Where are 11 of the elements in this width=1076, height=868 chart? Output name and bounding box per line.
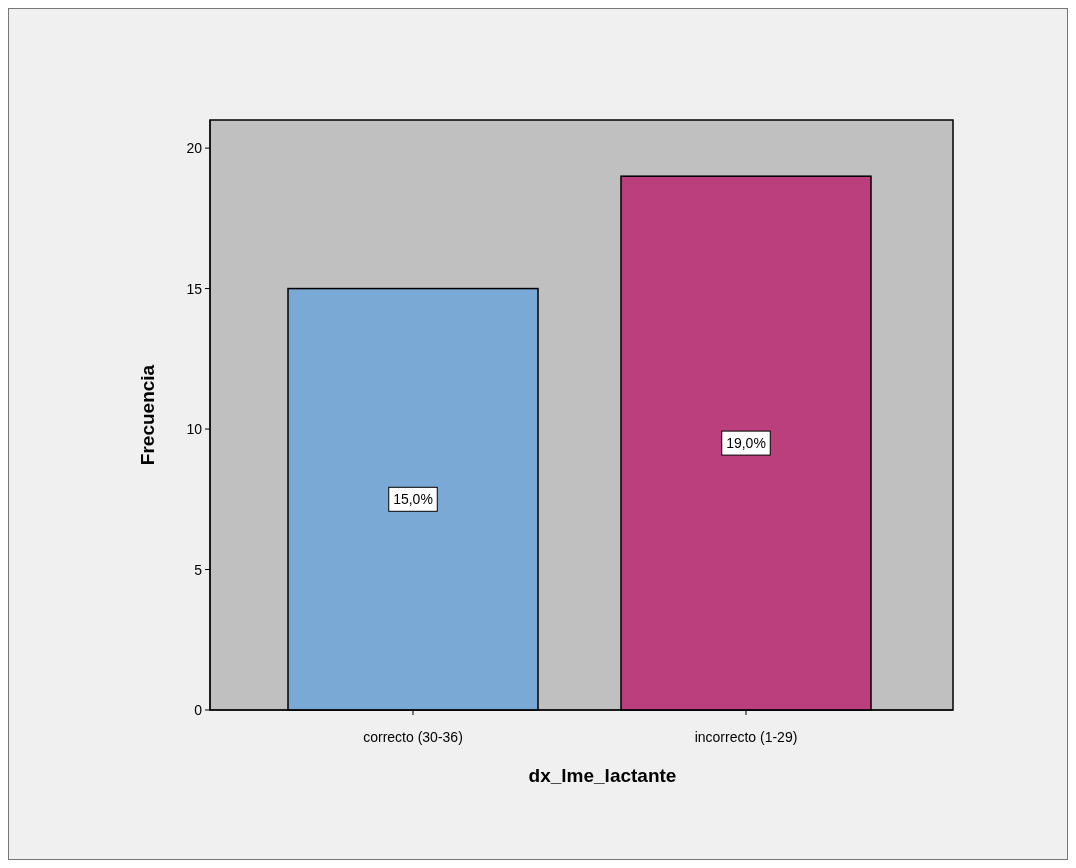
x-tick-label: correcto (30-36) [363, 729, 463, 745]
y-tick-label: 5 [194, 561, 203, 578]
y-axis-title: Frecuencia [137, 364, 158, 466]
y-tick-label: 15 [186, 280, 203, 297]
y-tick-label: 0 [194, 702, 203, 718]
y-tick-label: 10 [186, 421, 203, 438]
y-tick-label: 20 [186, 140, 203, 157]
x-tick-label: incorrecto (1-29) [694, 729, 798, 745]
x-axis-title: dx_lme_lactante [528, 765, 677, 786]
data-label: 19,0% [726, 435, 766, 452]
data-label: 15,0% [393, 491, 433, 508]
